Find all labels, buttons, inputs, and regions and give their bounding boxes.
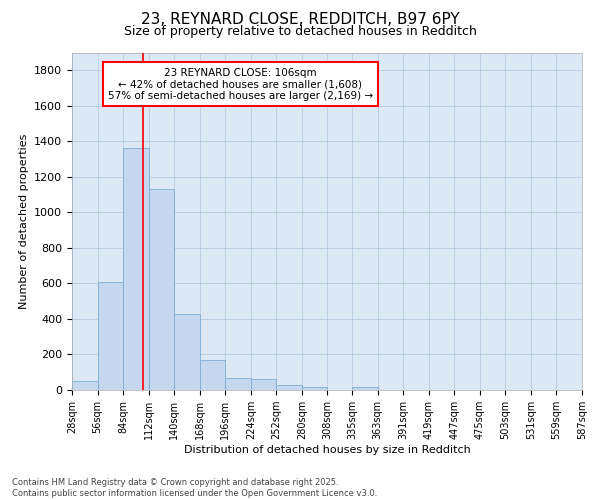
Bar — [302, 387, 328, 390]
Text: 23 REYNARD CLOSE: 106sqm
← 42% of detached houses are smaller (1,608)
57% of sem: 23 REYNARD CLOSE: 106sqm ← 42% of detach… — [108, 68, 373, 101]
X-axis label: Distribution of detached houses by size in Redditch: Distribution of detached houses by size … — [184, 445, 470, 455]
Bar — [200, 360, 225, 390]
Bar — [225, 378, 251, 390]
Bar — [251, 380, 277, 390]
Bar — [174, 314, 200, 390]
Bar — [352, 387, 377, 390]
Bar — [72, 381, 98, 390]
Text: Size of property relative to detached houses in Redditch: Size of property relative to detached ho… — [124, 25, 476, 38]
Bar — [277, 384, 302, 390]
Bar — [123, 148, 149, 390]
Text: Contains HM Land Registry data © Crown copyright and database right 2025.
Contai: Contains HM Land Registry data © Crown c… — [12, 478, 377, 498]
Text: 23, REYNARD CLOSE, REDDITCH, B97 6PY: 23, REYNARD CLOSE, REDDITCH, B97 6PY — [140, 12, 460, 28]
Bar — [149, 190, 174, 390]
Y-axis label: Number of detached properties: Number of detached properties — [19, 134, 29, 309]
Bar — [98, 282, 123, 390]
